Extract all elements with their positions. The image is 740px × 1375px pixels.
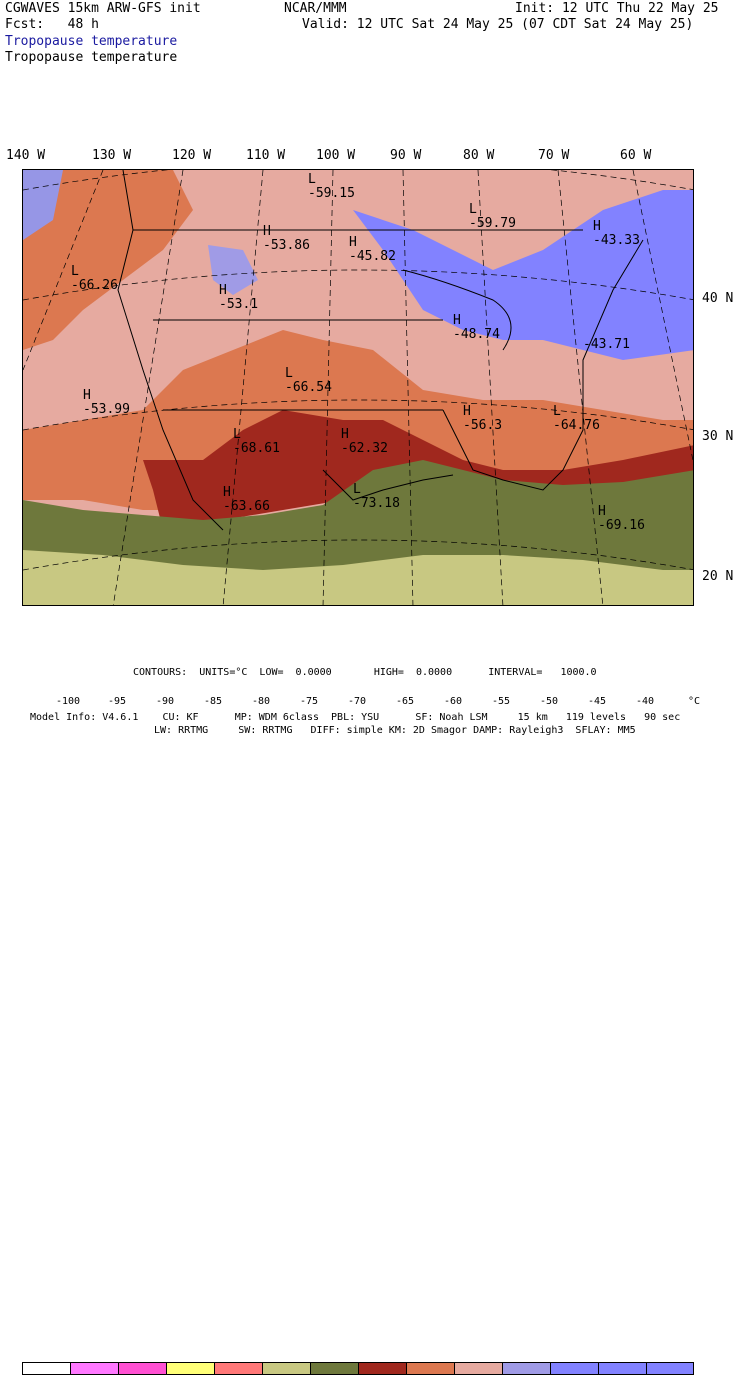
legend-swatch xyxy=(22,1362,71,1375)
band-orange-nw xyxy=(23,170,193,350)
field-title: Tropopause temperature xyxy=(5,50,178,65)
lon-label-140w: 140 W xyxy=(6,148,46,163)
legend-tick: -65 xyxy=(396,696,415,707)
map-label: H -48.74 xyxy=(453,313,500,342)
map-label: -43.71 xyxy=(583,337,630,352)
map-label: L -64.76 xyxy=(553,404,600,433)
legend-tick: -85 xyxy=(204,696,223,707)
lat-label-20n: 20 N xyxy=(702,569,734,584)
color-legend xyxy=(22,681,694,1375)
map-label: H -63.66 xyxy=(223,485,270,514)
legend-swatch xyxy=(358,1362,407,1375)
legend-tick: -60 xyxy=(444,696,463,707)
legend-swatch xyxy=(262,1362,311,1375)
legend-tick: -80 xyxy=(252,696,271,707)
map-label: H -43.33 xyxy=(593,219,640,248)
band-lavender-west xyxy=(208,245,258,295)
field-title-colored: Tropopause temperature xyxy=(5,34,178,49)
graticule xyxy=(23,170,693,605)
legend-tick: -40 xyxy=(636,696,655,707)
model-title: CGWAVES 15km ARW-GFS init xyxy=(5,1,201,16)
band-khaki xyxy=(23,550,693,605)
legend-swatch xyxy=(598,1362,647,1375)
legend-swatch xyxy=(310,1362,359,1375)
band-blue-east xyxy=(353,190,693,360)
map-image xyxy=(23,170,693,605)
legend-swatch xyxy=(214,1362,263,1375)
legend-tick: -90 xyxy=(156,696,175,707)
legend-tick: -75 xyxy=(300,696,319,707)
map-label: L -73.18 xyxy=(353,482,400,511)
legend-swatch xyxy=(502,1362,551,1375)
boundaries xyxy=(117,170,644,531)
map-label: L -66.26 xyxy=(71,264,118,293)
lon-label-110w: 110 W xyxy=(246,148,286,163)
map-label: L -59.15 xyxy=(308,172,355,201)
forecast-hour: Fcst: 48 h xyxy=(5,17,99,32)
init-time: Init: 12 UTC Thu 22 May 25 xyxy=(515,1,719,16)
lon-label-70w: 70 W xyxy=(538,148,570,163)
legend-tick: -95 xyxy=(108,696,127,707)
legend-tick: -70 xyxy=(348,696,367,707)
map-label: H -53.99 xyxy=(83,388,130,417)
legend-tick: -100 xyxy=(56,696,81,707)
lat-label-30n: 30 N xyxy=(702,429,734,444)
legend-swatch xyxy=(646,1362,694,1375)
map-label: H -62.32 xyxy=(341,427,388,456)
map-label: H -69.16 xyxy=(598,504,645,533)
contours-info: CONTOURS: UNITS=°C LOW= 0.0000 HIGH= 0.0… xyxy=(133,667,597,678)
legend-tick: -55 xyxy=(492,696,511,707)
legend-tick: -50 xyxy=(540,696,559,707)
map-label: L -66.54 xyxy=(285,366,332,395)
model-info-line1: Model Info: V4.6.1 CU: KF MP: WDM 6class… xyxy=(30,712,681,723)
map-label: L -59.79 xyxy=(469,202,516,231)
lon-label-130w: 130 W xyxy=(92,148,132,163)
legend-swatch xyxy=(454,1362,503,1375)
legend-swatch xyxy=(550,1362,599,1375)
map-label: L -68.61 xyxy=(233,427,280,456)
legend-swatch xyxy=(406,1362,455,1375)
legend-tick: °C xyxy=(688,696,701,707)
lon-label-100w: 100 W xyxy=(316,148,356,163)
map-panel: L -59.15 L -59.79 H -53.86 H -45.82 H -43.33 … xyxy=(22,169,694,606)
legend-tick: -45 xyxy=(588,696,607,707)
center-label: NCAR/MMM xyxy=(284,1,347,16)
legend-swatch xyxy=(166,1362,215,1375)
map-label: H -53.86 xyxy=(263,224,310,253)
legend-swatch xyxy=(118,1362,167,1375)
map-label: H -53.1 xyxy=(219,283,259,312)
lon-label-120w: 120 W xyxy=(172,148,212,163)
lon-label-90w: 90 W xyxy=(390,148,422,163)
legend-swatch xyxy=(70,1362,119,1375)
map-label: H -45.82 xyxy=(349,235,396,264)
model-info-line2: LW: RRTMG SW: RRTMG DIFF: simple KM: 2D … xyxy=(154,725,636,736)
map-label: H -56.3 xyxy=(463,404,503,433)
lon-label-60w: 60 W xyxy=(620,148,652,163)
lon-label-80w: 80 W xyxy=(463,148,495,163)
valid-time: Valid: 12 UTC Sat 24 May 25 (07 CDT Sat … xyxy=(302,17,694,32)
lat-label-40n: 40 N xyxy=(702,291,734,306)
